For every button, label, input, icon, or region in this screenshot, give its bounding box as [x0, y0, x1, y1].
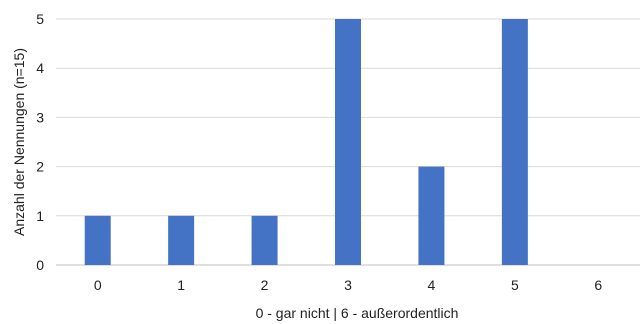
x-axis-title: 0 - gar nicht | 6 - außerordentlich [256, 305, 459, 321]
x-tick-label: 3 [344, 277, 352, 293]
x-tick-label: 6 [594, 277, 602, 293]
bar-3 [335, 19, 361, 265]
y-tick-label: 2 [36, 159, 44, 175]
bar-0 [84, 215, 111, 265]
bar-1 [168, 215, 195, 265]
x-axis-ticks: 0 1 2 3 4 5 6 [94, 277, 603, 293]
y-tick-label: 5 [36, 11, 44, 27]
x-tick-label: 2 [261, 277, 269, 293]
y-tick-label: 4 [36, 60, 44, 76]
y-tick-label: 0 [36, 257, 44, 273]
x-tick-label: 1 [177, 277, 185, 293]
bar-4 [418, 166, 445, 265]
y-axis-title: Anzahl der Nennungen (n=15) [11, 48, 27, 236]
bar-5 [501, 19, 528, 265]
y-tick-label: 3 [36, 109, 44, 125]
x-tick-label: 0 [94, 277, 102, 293]
y-axis-ticks: 0 1 2 3 4 5 [36, 11, 44, 273]
bars [84, 19, 528, 265]
bar-2 [251, 215, 278, 265]
x-tick-label: 4 [428, 277, 436, 293]
x-tick-label: 5 [511, 277, 519, 293]
y-tick-label: 1 [36, 208, 44, 224]
